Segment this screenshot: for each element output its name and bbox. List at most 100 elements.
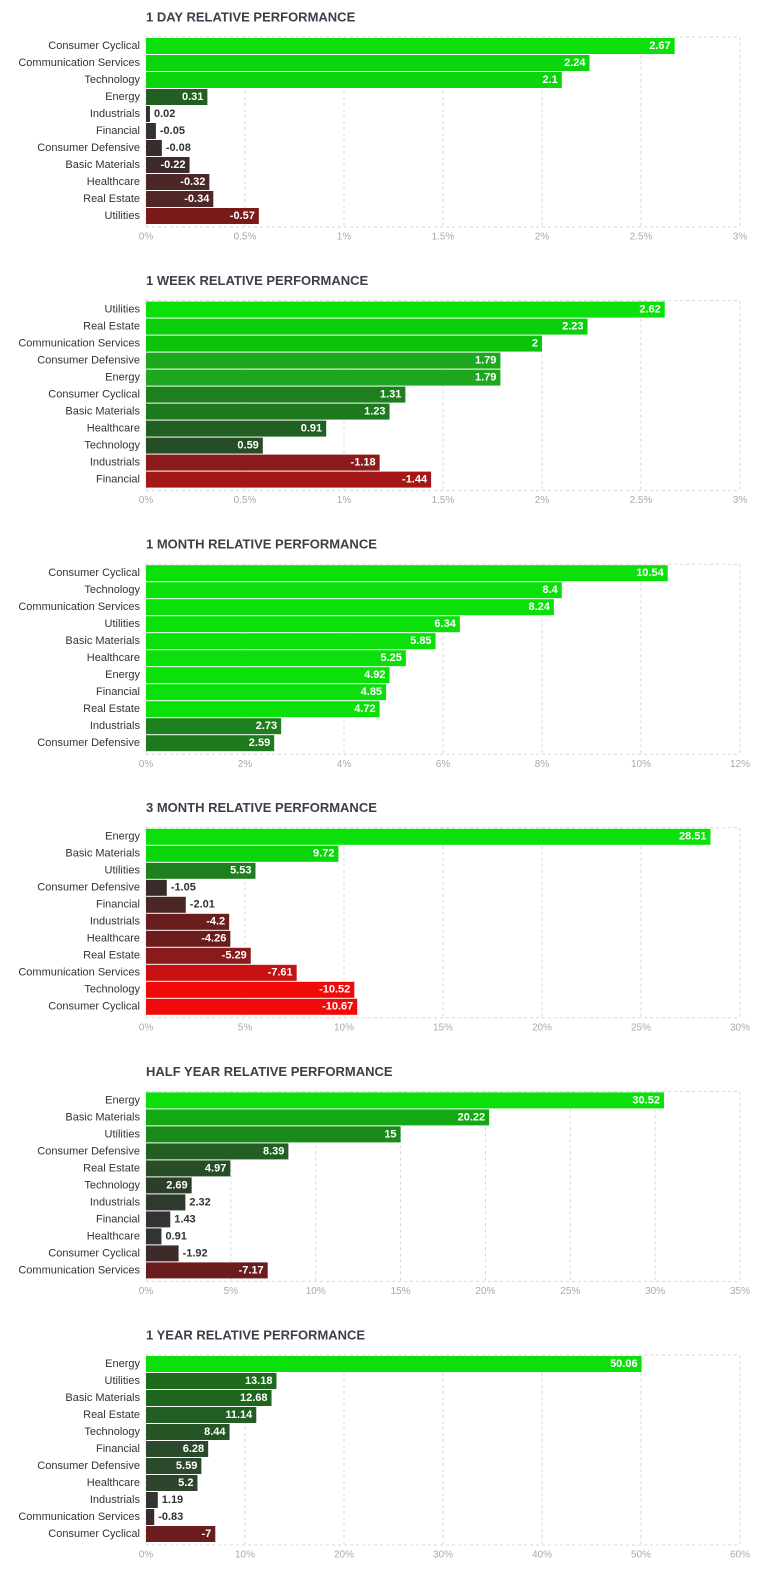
value-label: 2.23 (562, 321, 583, 333)
value-label: -0.05 (160, 125, 185, 137)
bar (146, 1509, 155, 1525)
category-label: Real Estate (83, 950, 140, 962)
value-label: 2.73 (256, 720, 277, 732)
category-label: Technology (84, 584, 140, 596)
x-tick-label: 4% (337, 759, 352, 770)
category-label: Consumer Defensive (37, 142, 140, 154)
x-tick-label: 10% (306, 1286, 326, 1297)
category-label: Industrials (90, 457, 141, 469)
bar (146, 174, 210, 190)
bar (146, 1424, 230, 1440)
value-label: 1.43 (174, 1213, 195, 1225)
bar (146, 633, 436, 650)
value-label: -0.57 (230, 210, 255, 222)
bar (146, 735, 275, 752)
value-label: 4.72 (354, 703, 375, 715)
value-label: 8.24 (528, 601, 550, 613)
bar (146, 930, 231, 947)
x-tick-label: 0% (139, 1022, 154, 1033)
category-label: Utilities (105, 304, 141, 316)
value-label: 8.4 (543, 584, 559, 596)
category-label: Financial (96, 125, 140, 137)
bar (146, 123, 156, 139)
bar (146, 1373, 277, 1389)
value-label: 8.39 (263, 1145, 284, 1157)
value-label: 2 (532, 338, 538, 350)
category-label: Real Estate (83, 703, 140, 715)
x-tick-label: 10% (631, 759, 651, 770)
category-label: Technology (84, 984, 140, 996)
bar (146, 1194, 186, 1211)
bar (146, 1228, 162, 1245)
category-label: Basic Materials (65, 159, 140, 171)
bar (146, 140, 162, 156)
category-label: Consumer Cyclical (48, 1001, 140, 1013)
chart-title: 1 MONTH RELATIVE PERFORMANCE (146, 537, 377, 552)
value-label: -7.61 (268, 967, 293, 979)
value-label: 0.91 (301, 423, 322, 435)
bar (146, 896, 186, 913)
bar (146, 1245, 179, 1262)
category-label: Real Estate (83, 1409, 140, 1421)
value-label: 5.85 (410, 635, 431, 647)
x-tick-label: 10% (235, 1550, 255, 1561)
category-label: Healthcare (87, 176, 140, 188)
x-tick-label: 2% (535, 495, 550, 506)
x-tick-label: 0% (139, 759, 154, 770)
value-label: 4.85 (361, 686, 382, 698)
value-label: 8.44 (204, 1426, 226, 1438)
value-label: 2.69 (166, 1179, 187, 1191)
category-label: Communication Services (18, 338, 140, 350)
x-tick-label: 20% (475, 1286, 495, 1297)
value-label: 2.32 (189, 1196, 210, 1208)
value-label: 2.24 (564, 57, 586, 69)
x-tick-label: 30% (433, 1550, 453, 1561)
value-label: -0.08 (166, 142, 191, 154)
value-label: 0.91 (165, 1230, 186, 1242)
category-label: Utilities (105, 210, 141, 222)
x-tick-label: 0% (139, 1550, 154, 1561)
x-tick-label: 2% (238, 759, 253, 770)
category-label: Consumer Defensive (37, 737, 140, 749)
category-label: Consumer Cyclical (48, 567, 140, 579)
category-label: Basic Materials (65, 848, 140, 860)
category-label: Financial (96, 686, 140, 698)
category-label: Consumer Defensive (37, 1145, 140, 1157)
bar (146, 701, 380, 718)
bar (146, 565, 668, 582)
category-label: Communication Services (18, 1511, 140, 1523)
chart-title: 1 YEAR RELATIVE PERFORMANCE (146, 1327, 365, 1342)
x-tick-label: 15% (433, 1022, 453, 1033)
bar (146, 1092, 664, 1109)
bar (146, 998, 358, 1015)
bar (146, 1211, 171, 1228)
category-label: Healthcare (87, 1477, 140, 1489)
x-tick-label: 15% (391, 1286, 411, 1297)
bar (146, 157, 190, 173)
value-label: 0.02 (154, 108, 175, 120)
category-label: Energy (105, 372, 140, 384)
bar (146, 1441, 209, 1457)
value-label: 13.18 (245, 1375, 273, 1387)
value-label: -1.18 (351, 457, 376, 469)
x-tick-label: 1.5% (432, 232, 455, 243)
value-label: -0.83 (158, 1511, 183, 1523)
category-label: Basic Materials (65, 1392, 140, 1404)
bar (146, 1126, 401, 1143)
value-label: 1.79 (475, 372, 496, 384)
x-tick-label: 20% (532, 1022, 552, 1033)
value-label: 2.59 (249, 737, 270, 749)
chart-title: 1 DAY RELATIVE PERFORMANCE (146, 9, 356, 24)
value-label: 2.1 (543, 74, 558, 86)
value-label: 4.92 (364, 669, 385, 681)
category-label: Real Estate (83, 321, 140, 333)
value-label: 4.97 (205, 1162, 226, 1174)
category-label: Real Estate (83, 193, 140, 205)
bar (146, 318, 588, 335)
bar (146, 208, 259, 224)
bar (146, 879, 167, 896)
category-label: Energy (105, 1358, 140, 1370)
bar (146, 1492, 158, 1508)
x-tick-label: 2% (535, 232, 550, 243)
value-label: 28.51 (679, 831, 707, 843)
